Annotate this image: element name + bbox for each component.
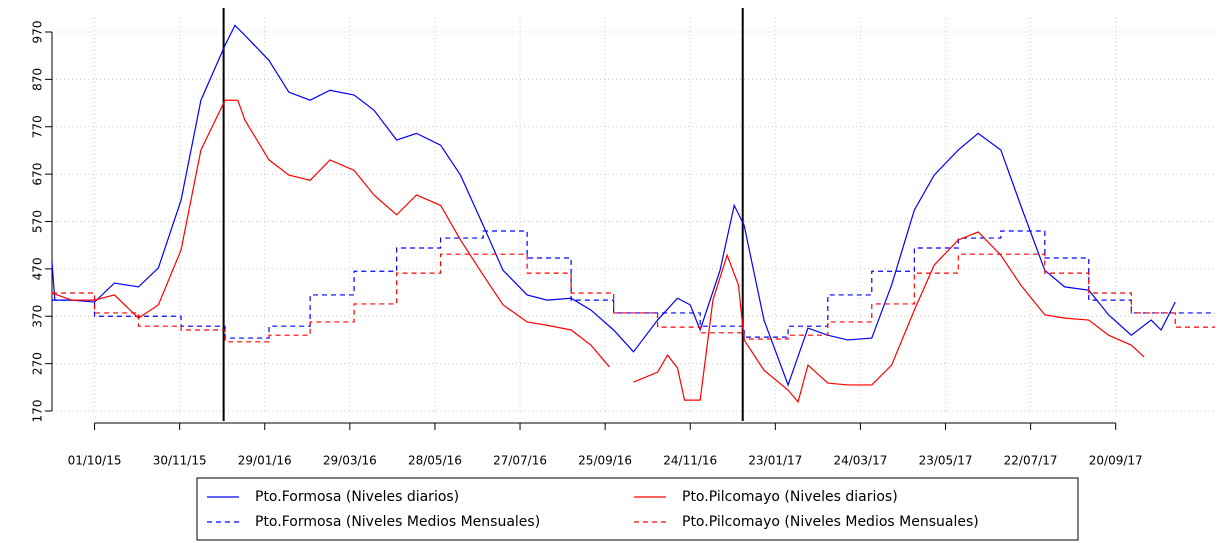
legend-label: Pto.Formosa (Niveles Medios Mensuales) xyxy=(255,514,540,530)
x-tick-label: 20/09/17 xyxy=(1089,454,1143,468)
y-tick-label: 170 xyxy=(31,400,45,423)
x-tick-label: 29/03/16 xyxy=(323,454,377,468)
legend-label: Pto.Pilcomayo (Niveles Medios Mensuales) xyxy=(682,514,979,530)
y-tick-label: 970 xyxy=(31,21,45,44)
series-line xyxy=(52,230,1215,339)
legend: Pto.Formosa (Niveles diarios) Pto.Formosa… xyxy=(196,477,1079,541)
x-tick-label: 27/07/16 xyxy=(493,454,547,468)
series-line xyxy=(51,99,1145,404)
x-tick-label: 24/03/17 xyxy=(833,454,887,468)
x-tick-label: 30/11/15 xyxy=(153,454,207,468)
x-tick-label: 23/05/17 xyxy=(919,454,973,468)
x-tick-label: 22/07/17 xyxy=(1004,454,1058,468)
x-tick-label: 24/11/16 xyxy=(663,454,717,468)
x-tick-label: 29/01/16 xyxy=(238,454,292,468)
y-tick-label: 470 xyxy=(31,257,45,280)
legend-box xyxy=(196,477,1079,541)
legend-label: Pto.Pilcomayo (Niveles diarios) xyxy=(682,489,898,505)
y-tick-label: 570 xyxy=(31,210,45,233)
y-tick-label: 770 xyxy=(31,115,45,138)
series-line xyxy=(51,24,1176,387)
x-tick-label: 28/05/16 xyxy=(408,454,462,468)
y-tick-label: 270 xyxy=(31,352,45,375)
y-tick-label: 370 xyxy=(31,305,45,328)
x-tick-label: 25/09/16 xyxy=(578,454,632,468)
series-line xyxy=(52,253,1215,343)
legend-label: Pto.Formosa (Niveles diarios) xyxy=(255,489,459,505)
x-tick-label: 01/10/15 xyxy=(68,454,122,468)
x-tick-label: 23/01/17 xyxy=(748,454,802,468)
y-tick-label: 670 xyxy=(31,163,45,186)
y-tick-label: 870 xyxy=(31,68,45,91)
